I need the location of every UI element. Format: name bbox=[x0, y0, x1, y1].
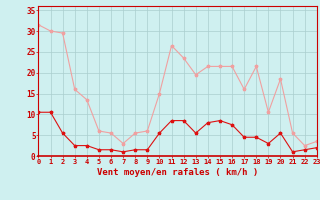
X-axis label: Vent moyen/en rafales ( km/h ): Vent moyen/en rafales ( km/h ) bbox=[97, 168, 258, 177]
